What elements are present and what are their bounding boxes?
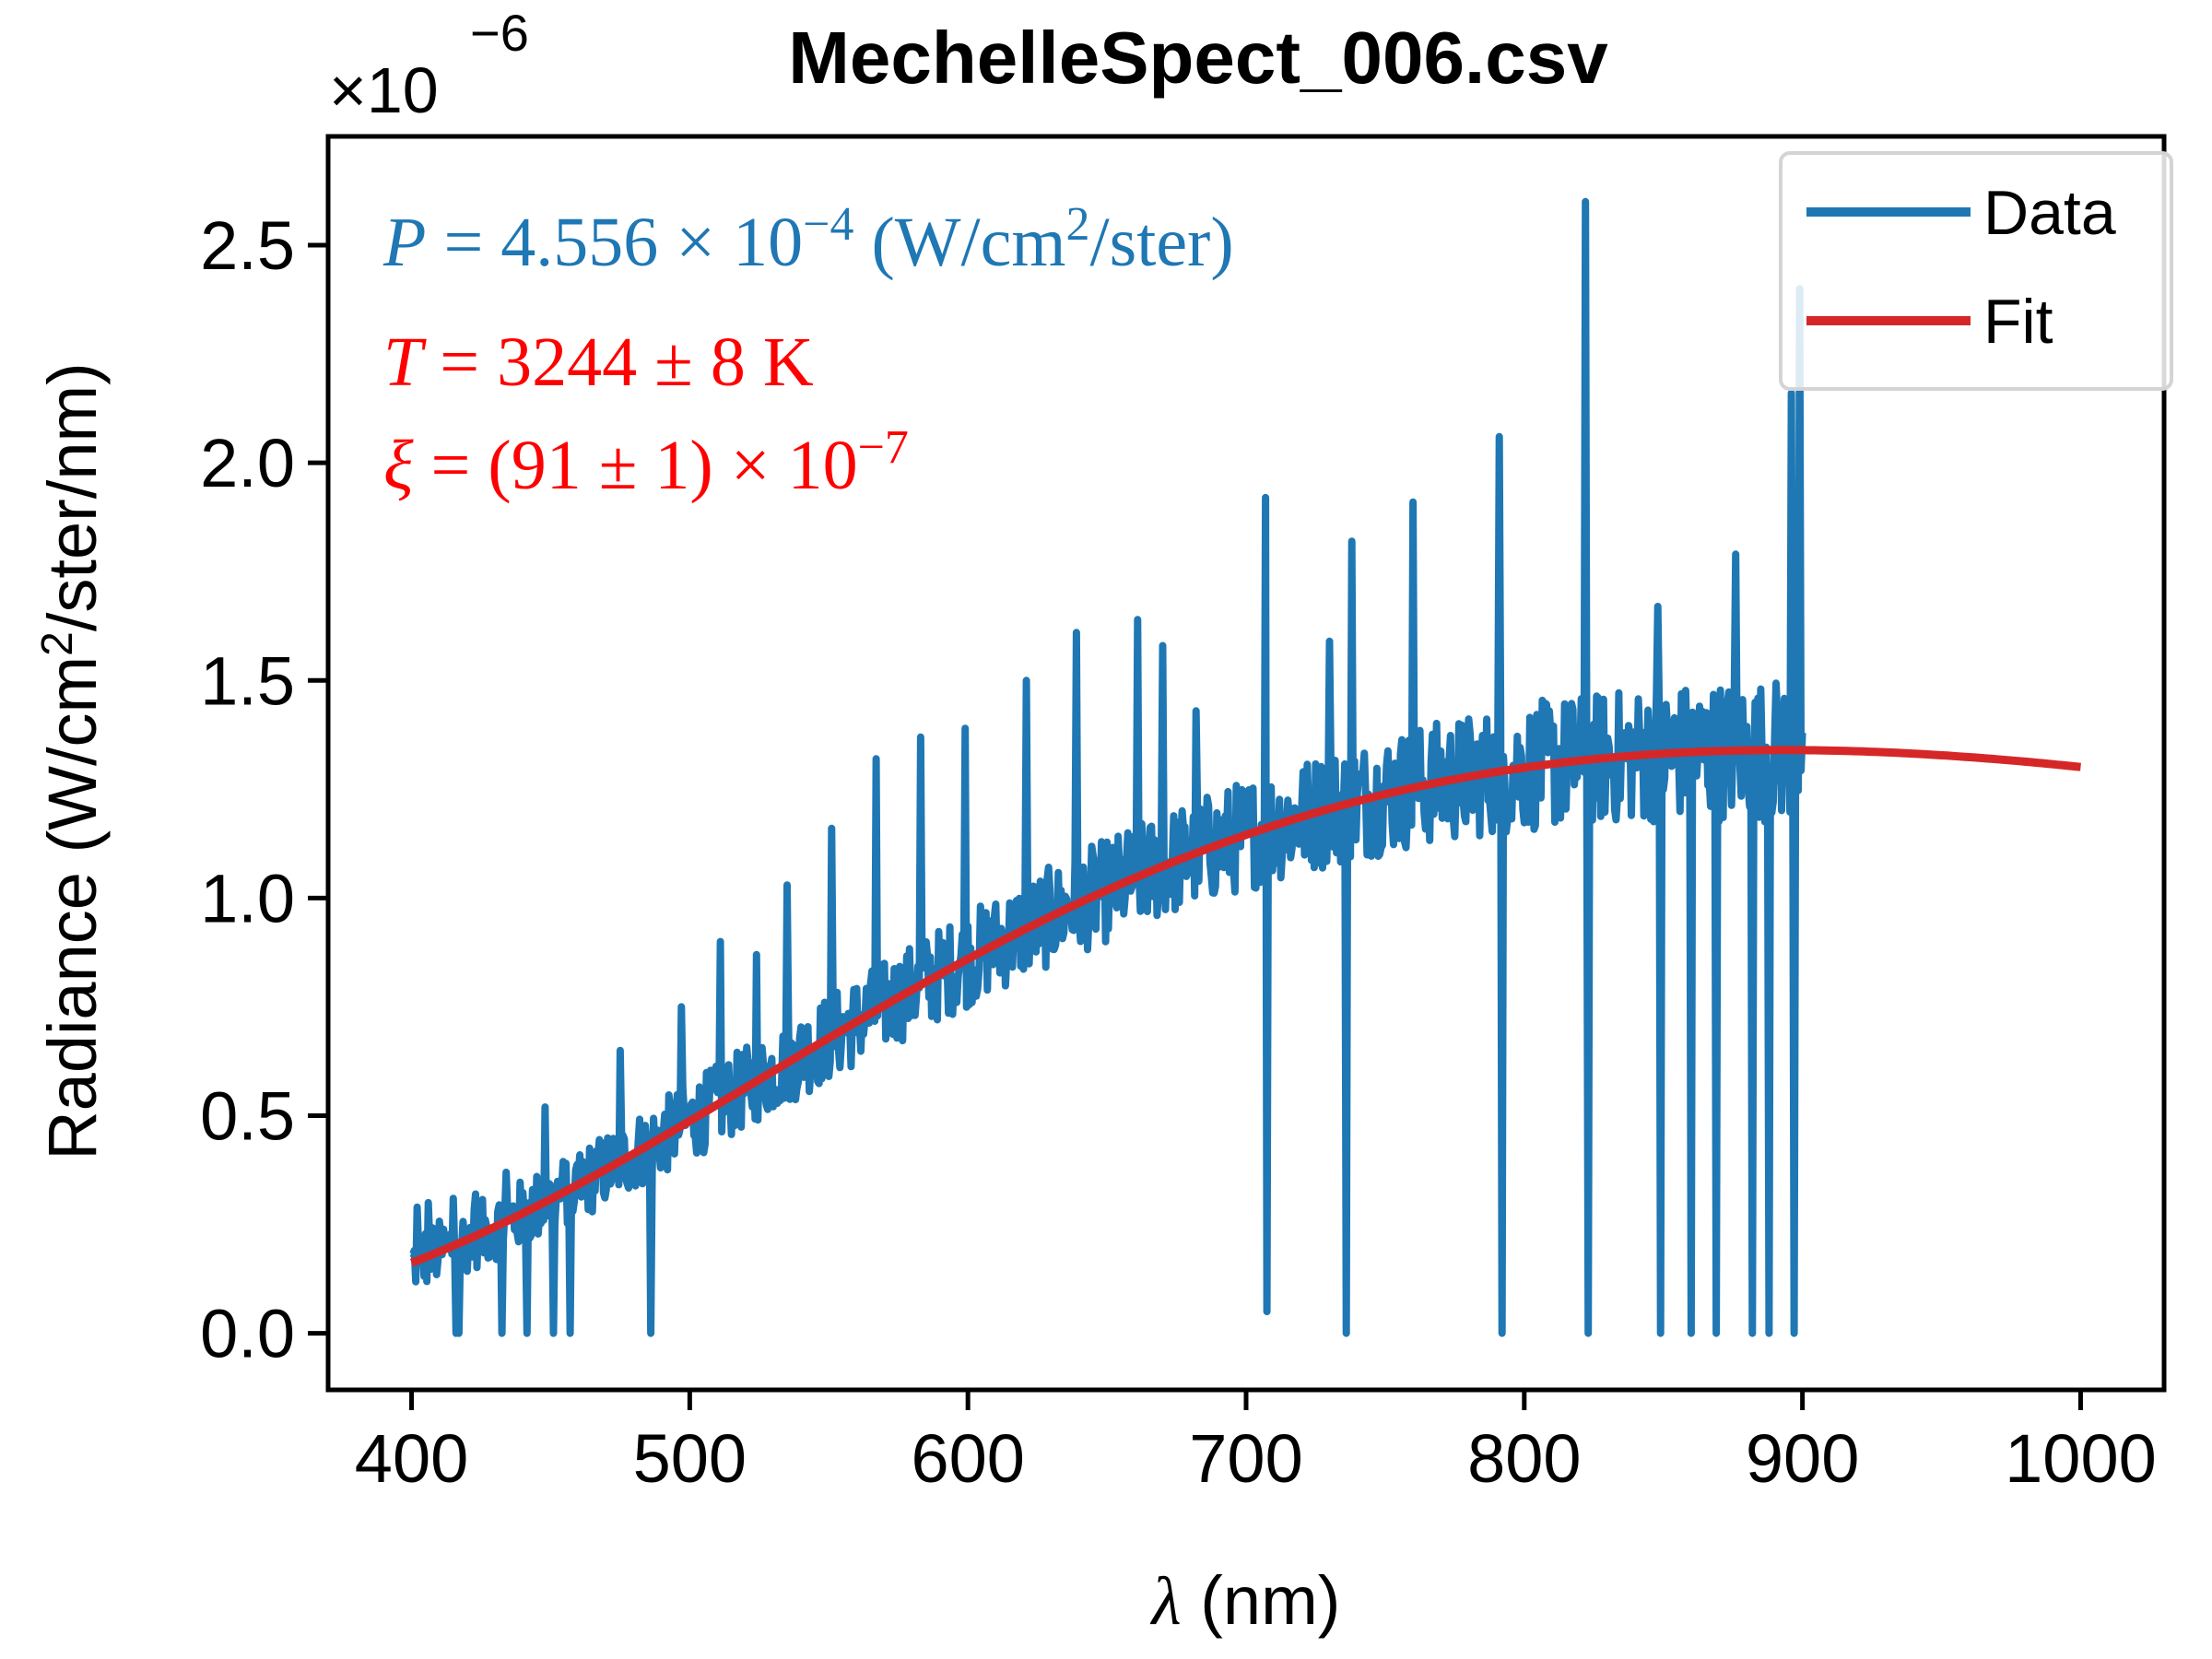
y-multiplier-exp: −6 xyxy=(470,4,529,62)
annotation-power: P = 4.556 × 10−4 (W/cm2/ster) xyxy=(382,198,1234,282)
annotation-power-eq: = 4.556 × 10 xyxy=(426,204,803,281)
y-axis-label: Radiance (W/cm2/ster/nm) xyxy=(33,362,112,1160)
annotation-power-symbol: P xyxy=(382,204,426,281)
y-multiplier-base: ×10 xyxy=(329,54,439,126)
x-axis-label-unit: (nm) xyxy=(1200,1562,1340,1639)
y-tick-label: 1.5 xyxy=(200,642,295,719)
y-tick-label: 0.5 xyxy=(200,1078,295,1155)
x-tick-label: 800 xyxy=(1467,1420,1581,1497)
x-tick-label: 600 xyxy=(911,1420,1024,1497)
x-tick-label: 1000 xyxy=(2005,1420,2157,1497)
x-axis-label: λ (nm) xyxy=(1150,1562,1341,1640)
x-tick-label: 400 xyxy=(355,1420,468,1497)
annotation-power-unit-open: (W/cm xyxy=(854,204,1066,281)
annotations: P = 4.556 × 10−4 (W/cm2/ster) T = 3244 ±… xyxy=(382,198,1234,505)
y-tick-label: 1.0 xyxy=(200,860,295,936)
annotation-emissivity-rest: = (91 ± 1) × 10 xyxy=(414,427,858,504)
series-fit-line xyxy=(409,746,2081,1267)
x-axis-label-symbol: λ xyxy=(1150,1564,1182,1640)
annotation-power-exp: −4 xyxy=(803,198,853,251)
legend: Data Fit xyxy=(1779,151,2173,391)
legend-label-data: Data xyxy=(1983,178,2116,248)
y-axis-label-main: Radiance (W/cm xyxy=(34,656,111,1160)
y-tick-label: 0.0 xyxy=(200,1296,295,1372)
legend-label-fit: Fit xyxy=(1983,287,2053,357)
series-data-line xyxy=(409,197,1806,1337)
x-tick-label: 900 xyxy=(1746,1420,1859,1497)
annotation-temperature-symbol: T xyxy=(383,324,427,401)
data-layer xyxy=(409,197,1806,1337)
annotation-power-unit-close: /ster) xyxy=(1090,204,1234,281)
fit-layer xyxy=(409,746,2081,1267)
annotation-temperature: T = 3244 ± 8 K xyxy=(383,324,814,401)
x-ticks: 400 500 600 700 800 900 1000 xyxy=(355,1390,2157,1497)
y-ticks: 0.0 0.5 1.0 1.5 2.0 2.5 xyxy=(200,207,328,1372)
y-tick-label: 2.0 xyxy=(200,425,295,501)
x-tick-label: 700 xyxy=(1189,1420,1302,1497)
annotation-emissivity: ξ = (91 ± 1) × 10−7 xyxy=(383,421,909,505)
y-multiplier: ×10 −6 xyxy=(329,4,529,126)
annotation-emissivity-symbol: ξ xyxy=(383,427,414,504)
annotation-emissivity-exp: −7 xyxy=(858,421,909,474)
y-tick-label: 2.5 xyxy=(200,207,295,284)
y-axis-label-sup: 2 xyxy=(33,631,82,656)
chart-title: MechelleSpect_006.csv xyxy=(788,17,1608,99)
annotation-temperature-rest: = 3244 ± 8 K xyxy=(422,324,814,401)
annotation-power-unit-sup: 2 xyxy=(1066,198,1090,251)
y-axis-label-tail: /ster/nm) xyxy=(34,362,111,631)
x-tick-label: 500 xyxy=(633,1420,747,1497)
